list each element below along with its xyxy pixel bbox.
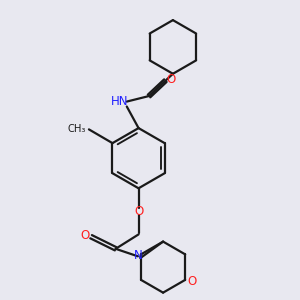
Text: O: O [167,73,176,85]
Text: HN: HN [111,95,128,108]
Text: N: N [134,249,143,262]
Text: O: O [188,275,197,288]
Text: CH₃: CH₃ [68,124,86,134]
Text: O: O [81,229,90,242]
Text: O: O [134,205,143,218]
